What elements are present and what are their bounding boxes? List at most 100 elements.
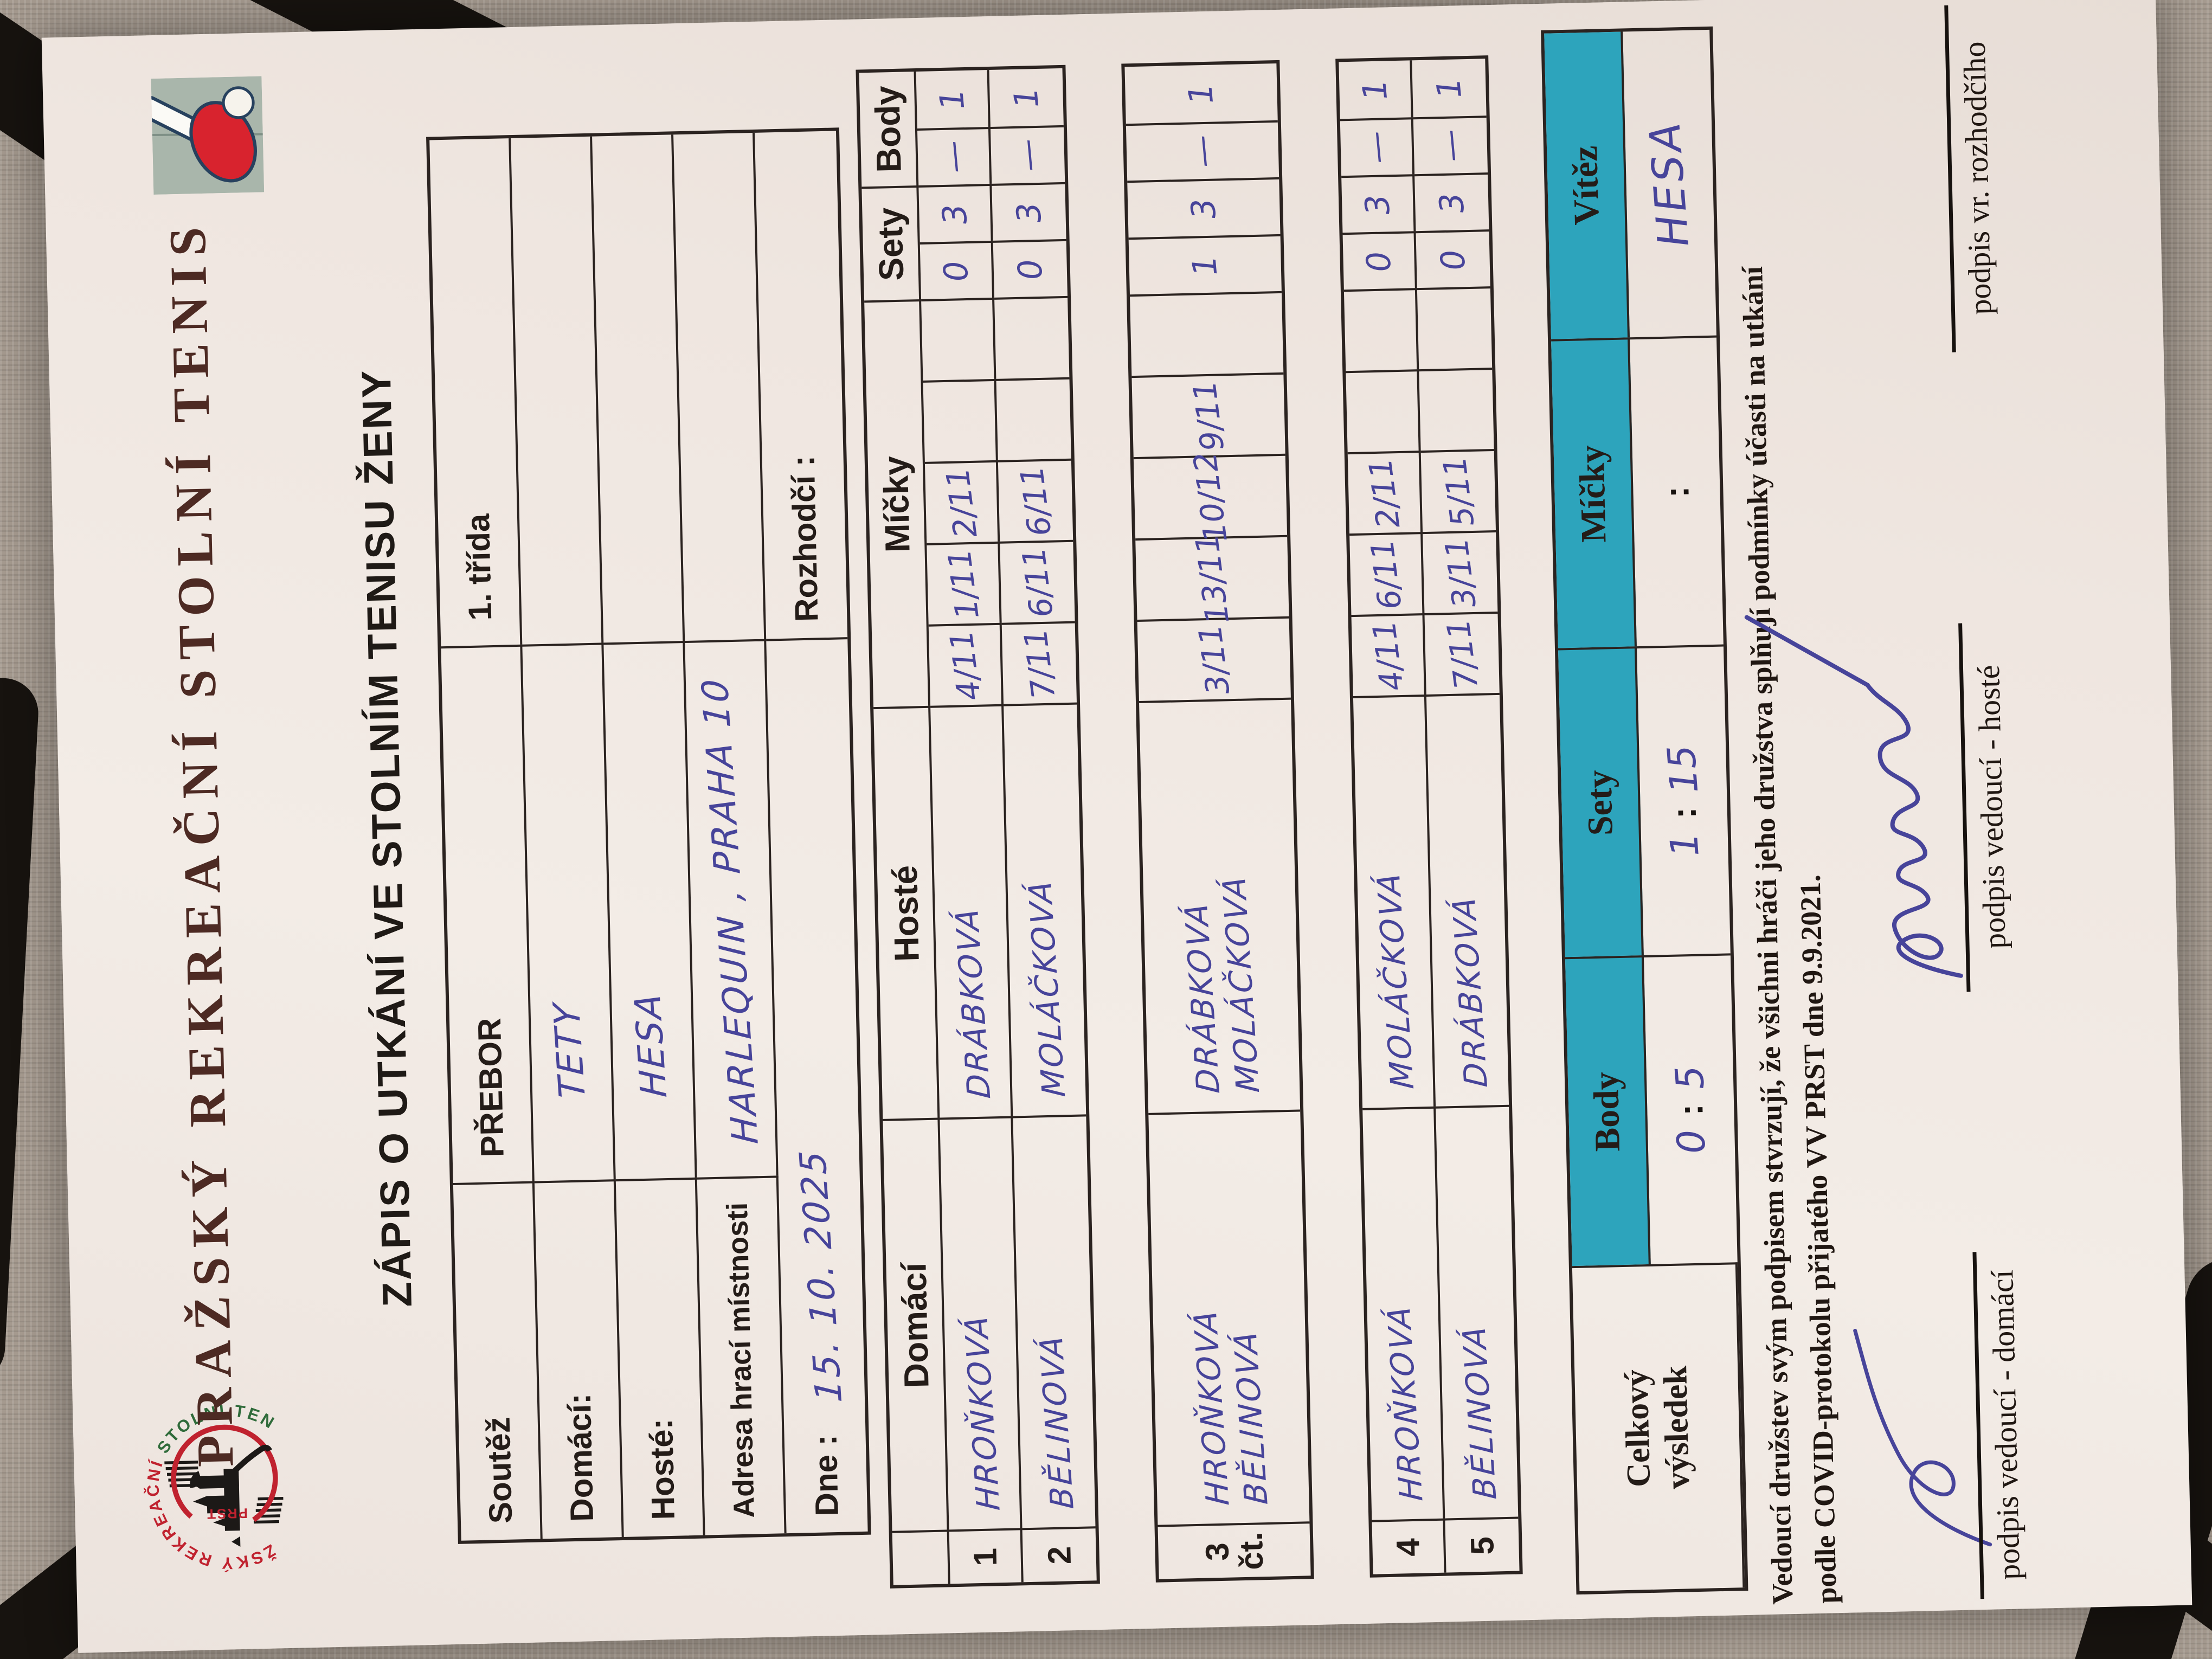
guest-player: MOLÁČKOVÁ	[1020, 878, 1072, 1098]
summary-body-header: Body	[1565, 955, 1651, 1266]
soutez-class-value: 1. třída	[429, 138, 523, 647]
row-number-value: 3	[1199, 1542, 1236, 1561]
summary-sets-value: 1 : 15	[1636, 644, 1731, 956]
sets-home: 0	[1359, 249, 1399, 274]
points-guest: 1	[1006, 85, 1046, 110]
sets-guest: 3	[1358, 192, 1398, 217]
signature-label-home: podpis vedoucí - domácí	[1984, 1269, 2027, 1580]
guest-header: Hosté	[873, 705, 940, 1119]
set1-score: 4/11	[942, 628, 988, 703]
sets-home: 1	[1185, 253, 1225, 278]
signature-block-home: podpis vedoucí - domácí	[1853, 1250, 2056, 1600]
sets-guest: 3	[1184, 196, 1224, 221]
points-header: Body	[859, 72, 919, 187]
form-subtitle: ZÁPIS O UTKÁNÍ VE STOLNÍM TENISU ŽENY	[353, 368, 421, 1308]
guest-player-1: DRÁBKOVÁ	[1177, 901, 1227, 1095]
empty-cell	[511, 136, 604, 645]
points-home: —	[933, 139, 974, 176]
points-home: —	[1182, 133, 1223, 170]
set1-score: 3/11	[1191, 622, 1237, 697]
match-table-singles-2: 4 HROŇKOVÁ MOLÁČKOVÁ 4/11 6/11 2/11 0 3 …	[1335, 55, 1523, 1578]
carpet-stripe	[0, 676, 40, 1384]
home-player-2: BĚLINOVÁ	[1226, 1328, 1275, 1506]
domaci-label: Domácí:	[534, 1179, 624, 1539]
sets-guest: 3	[1009, 200, 1049, 225]
soutez-value: PŘEBOR	[441, 644, 535, 1183]
table-tennis-racket-icon	[138, 76, 267, 195]
summary-body-value: 0 : 5	[1643, 953, 1738, 1264]
colon: :	[1664, 807, 1704, 820]
balls-header: Míčky	[864, 299, 931, 708]
sets-guest: 3	[1432, 190, 1472, 215]
empty-cell	[673, 132, 767, 641]
set2-score: 13/11	[1188, 531, 1237, 626]
home-player: HROŇKOVÁ	[1379, 1303, 1430, 1502]
set1-score: 7/11	[1016, 626, 1062, 702]
signature-label-guest: podpis vedoucí - hosté	[1970, 664, 2012, 949]
sets-guest: 15	[1658, 743, 1707, 795]
set2-score: 6/11	[1363, 537, 1409, 612]
emblem-monogram: PRST	[206, 1505, 248, 1521]
set2-score: 6/11	[1014, 545, 1060, 620]
home-signature-ink	[1853, 1328, 1992, 1547]
set1-score: 7/11	[1439, 616, 1485, 692]
signature-label-referee: podpis vr. rozhodčího	[1956, 41, 1998, 316]
sets-home: 0	[1010, 257, 1050, 282]
soutez-label: Soutěž	[453, 1181, 543, 1541]
match-table-singles-1: Domácí Hosté Míčky Sety Body 1 HROŇKOVÁ …	[856, 65, 1100, 1589]
summary-winner-value: HESA	[1623, 30, 1716, 337]
colon: :	[1657, 485, 1696, 498]
set1-score: 4/11	[1365, 618, 1411, 693]
home-player: HROŇKOVÁ	[956, 1313, 1007, 1512]
row-number: 5	[1445, 1516, 1520, 1573]
sets-guest: 3	[935, 202, 975, 227]
sets-home: 0	[1433, 247, 1473, 272]
points-guest: 1	[932, 87, 972, 112]
signature-line	[1944, 5, 1956, 352]
match-form-paper: ŽSKÝ REKREAČNÍ STOLNÍ TENIS PRST	[41, 0, 2192, 1653]
signature-block-guest: podpis vedoucí - hosté	[1744, 615, 2042, 994]
guest-player: MOLÁČKOVÁ	[1369, 870, 1421, 1090]
set2-score: 1/11	[940, 546, 986, 622]
summary-row-label: Celkový výsledek	[1572, 1262, 1745, 1592]
sets-home: 0	[936, 259, 976, 284]
guest-player: DRÁBKOVÁ	[1444, 894, 1495, 1088]
points-home: —	[1430, 128, 1471, 164]
num-header	[892, 1529, 950, 1585]
empty-cell	[592, 134, 685, 643]
rozhodci-label: Rozhodčí :	[785, 455, 825, 622]
summary-table: Celkový výsledek Body Sety Míčky Vítěz 0…	[1541, 26, 1748, 1595]
set3-score: 10/12	[1186, 449, 1234, 545]
row-number-sub: čt.	[1232, 1531, 1270, 1571]
match-info-table: Soutěž PŘEBOR 1. třída Domácí: TETY Host…	[426, 127, 871, 1544]
home-player: BĚLINOVÁ	[1455, 1323, 1504, 1500]
prst-club-emblem-icon: ŽSKÝ REKREAČNÍ STOLNÍ TENIS PRST	[123, 1398, 318, 1583]
signature-line	[1972, 1252, 1984, 1599]
summary-winner-header: Vítěz	[1544, 31, 1630, 339]
signature-line	[1958, 623, 1971, 992]
row-number: 1	[949, 1528, 1024, 1584]
adresa-label: Adresa hrací místnosti	[697, 1175, 787, 1535]
set3-score: 2/11	[938, 465, 985, 541]
dne-label: Dne :	[807, 1434, 845, 1517]
points-guest: 1	[1181, 81, 1221, 106]
set4-score: 9/11	[1186, 378, 1232, 453]
set3-score: 5/11	[1435, 454, 1481, 529]
hoste-label: Hosté:	[615, 1177, 705, 1537]
body-home: 0	[1668, 1128, 1715, 1156]
match-table-doubles: 3 čt. HROŇKOVÁ BĚLINOVÁ DRÁBKOVÁ MOLÁČKO…	[1121, 60, 1314, 1583]
set3-score: 6/11	[1013, 464, 1059, 539]
signature-block-referee: podpis vr. rozhodčího	[1879, 4, 2028, 354]
home-header: Domácí	[883, 1117, 949, 1531]
domaci-value: TETY	[545, 1001, 594, 1101]
sets-header: Sety	[861, 185, 922, 301]
points-home: —	[1007, 137, 1049, 174]
summary-sets-header: Sety	[1558, 646, 1644, 957]
row-number: 4	[1372, 1518, 1446, 1574]
winner-name: HESA	[1640, 118, 1699, 249]
summary-balls-header: Míčky	[1551, 337, 1637, 648]
row-number: 3 čt.	[1158, 1521, 1311, 1579]
set2-score: 3/11	[1437, 535, 1483, 610]
covid-certification-text: Vedoucí družstev svým podpisem stvrzují,…	[1725, 4, 1849, 1605]
